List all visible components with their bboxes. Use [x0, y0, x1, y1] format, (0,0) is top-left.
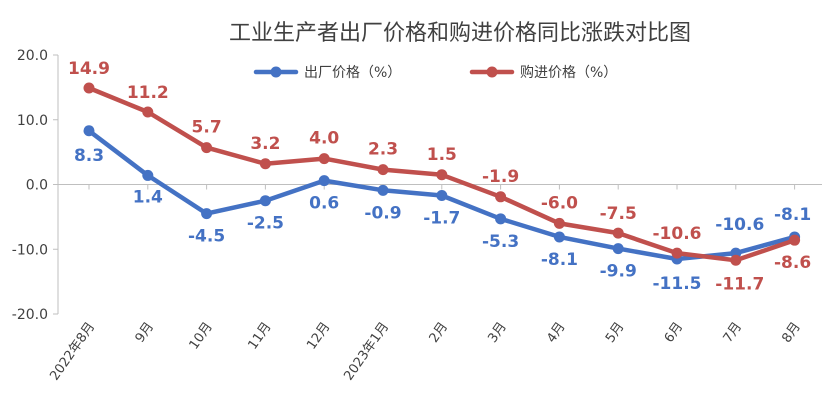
- data-label-purchase: -8.6: [774, 253, 811, 273]
- x-tick-label: 9月: [133, 320, 157, 346]
- y-tick-label: 20.0: [17, 48, 48, 64]
- data-point: [612, 243, 624, 255]
- data-point: [553, 231, 565, 243]
- data-label-factory: -9.9: [600, 262, 637, 282]
- x-tick-label: 3月: [485, 320, 509, 346]
- data-point: [318, 153, 330, 165]
- data-label-factory: -8.1: [541, 250, 578, 270]
- data-point: [789, 234, 801, 246]
- data-point: [142, 106, 154, 118]
- x-tick-label: 2023年1月: [341, 320, 392, 384]
- data-label-factory: 8.3: [74, 146, 104, 166]
- data-point: [259, 195, 271, 207]
- data-point: [83, 82, 95, 94]
- data-label-purchase: 11.2: [127, 83, 169, 103]
- legend-label: 出厂价格（%）: [304, 65, 401, 81]
- y-tick-label: -10.0: [12, 242, 48, 258]
- data-point: [142, 169, 154, 181]
- data-label-purchase: 5.7: [192, 118, 222, 138]
- data-label-factory: -5.3: [482, 232, 519, 252]
- legend: 出厂价格（%） 购进价格（%）: [253, 65, 617, 81]
- data-label-purchase: 14.9: [68, 59, 110, 79]
- y-tick-label: 0.0: [26, 178, 48, 194]
- x-tick-label: 5月: [603, 320, 627, 346]
- data-label-factory: -4.5: [188, 227, 225, 247]
- data-point: [259, 158, 271, 170]
- series-layer: [83, 82, 801, 266]
- data-label-purchase: -10.6: [653, 224, 702, 244]
- data-label-factory: -11.5: [653, 274, 702, 294]
- data-label-purchase: 2.3: [368, 140, 398, 160]
- chart-title: 工业生产者出厂价格和购进价格同比涨跌对比图: [229, 21, 691, 46]
- data-label-factory: -8.1: [774, 205, 811, 225]
- legend-label: 购进价格（%）: [520, 65, 617, 81]
- x-tick-label: 8月: [779, 320, 803, 346]
- data-label-purchase: -6.0: [541, 193, 578, 213]
- data-label-purchase: 3.2: [250, 134, 280, 154]
- y-tick-label: -20.0: [12, 307, 48, 323]
- data-point: [201, 208, 213, 220]
- x-tick-label: 12月: [304, 320, 333, 353]
- data-point: [377, 164, 389, 176]
- data-label-purchase: 4.0: [309, 129, 339, 149]
- data-point: [495, 213, 507, 225]
- data-label-factory: -2.5: [247, 214, 284, 234]
- data-point: [436, 169, 448, 181]
- data-point: [671, 247, 683, 259]
- data-label-factory: -10.6: [715, 215, 764, 235]
- data-label-purchase: 1.5: [427, 145, 457, 165]
- data-labels: 8.3 1.4 -4.5 -2.5 0.6 -0.9 -1.7 -5.3 -8.1 -9.9 -11…: [68, 59, 811, 294]
- data-label-factory: -0.9: [364, 203, 401, 223]
- legend-swatch-marker: [486, 66, 498, 78]
- x-tick-label: 4月: [544, 320, 568, 346]
- data-point: [318, 175, 330, 187]
- data-point: [730, 254, 742, 266]
- x-tick-label: 7月: [721, 320, 745, 346]
- legend-swatch-marker: [270, 66, 282, 78]
- data-point: [553, 217, 565, 229]
- data-point: [436, 190, 448, 202]
- data-label-purchase: -11.7: [715, 274, 764, 294]
- x-tick-label: 10月: [187, 320, 216, 353]
- data-label-factory: 0.6: [309, 194, 339, 214]
- data-point: [612, 227, 624, 239]
- x-tick-label: 11月: [245, 320, 274, 353]
- data-point: [495, 191, 507, 203]
- data-point: [377, 184, 389, 196]
- data-label-factory: 1.4: [133, 187, 163, 207]
- x-tick-label: 6月: [662, 320, 686, 346]
- data-label-purchase: -7.5: [600, 204, 637, 224]
- data-point: [201, 142, 213, 154]
- data-label-purchase: -1.9: [482, 167, 519, 187]
- data-point: [83, 125, 95, 137]
- data-label-factory: -1.7: [423, 209, 460, 229]
- y-tick-label: 10.0: [17, 113, 48, 129]
- x-tick-label: 2月: [427, 320, 451, 346]
- x-tick-label: 2022年8月: [47, 320, 98, 384]
